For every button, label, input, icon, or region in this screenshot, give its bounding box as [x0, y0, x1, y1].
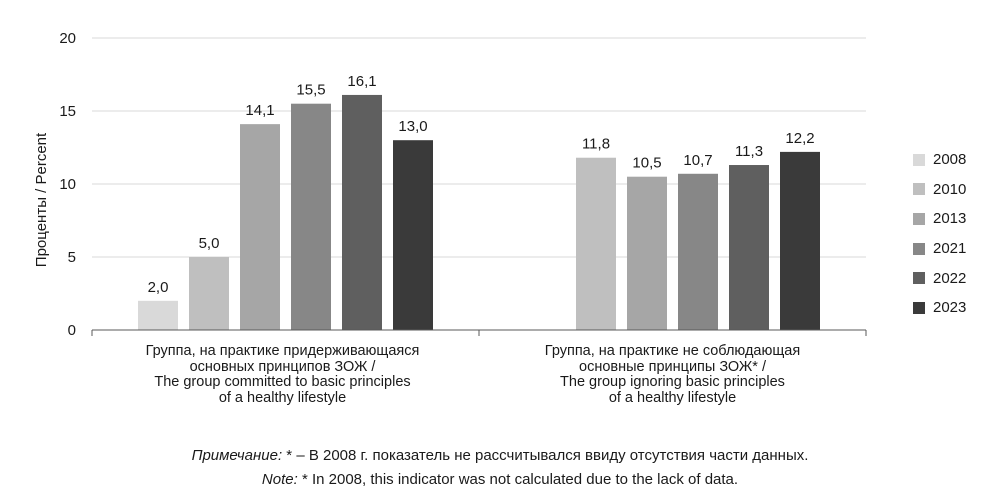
- data-label: 2,0: [148, 279, 169, 296]
- legend-label: 2013: [933, 210, 967, 228]
- y-tick-label: 5: [68, 249, 76, 266]
- data-label: 11,3: [735, 143, 763, 160]
- bar-2022-cat1: [729, 165, 769, 330]
- y-tick-label: 0: [68, 322, 76, 339]
- category-label-line: The group committed to basic principles: [154, 374, 411, 390]
- y-tick-label: 15: [59, 103, 76, 120]
- y-axis-label: Проценты / Percent: [33, 132, 50, 267]
- legend-swatch: [913, 183, 925, 196]
- data-label: 10,5: [632, 155, 661, 172]
- data-label: 15,5: [296, 82, 325, 99]
- legend-label: 2021: [933, 240, 967, 258]
- bars: 2,0 5,0 14,1 15,5 16,1 13,0 11,8 10,5 10,7 11,3 12…: [138, 73, 820, 330]
- legend-item-2010: 2010: [913, 175, 966, 205]
- legend-item-2021: 2021: [913, 234, 966, 264]
- data-label: 16,1: [347, 73, 376, 90]
- legend-label: 2023: [933, 299, 967, 317]
- data-label: 5,0: [199, 235, 220, 252]
- category-label-line: The group ignoring basic principles: [560, 374, 785, 390]
- bar-2023-cat0: [393, 140, 433, 330]
- bar-2013-cat1: [627, 176, 667, 330]
- data-label: 11,8: [582, 136, 610, 153]
- legend-swatch: [913, 153, 925, 166]
- legend-label: 2022: [933, 269, 967, 287]
- category-label-line: Группа, на практике придерживающаяся: [145, 343, 420, 359]
- category-label-ignoring: Группа, на практике не соблюдающая основ…: [485, 343, 860, 406]
- legend-label: 2010: [933, 180, 967, 198]
- y-tick-label: 20: [59, 30, 76, 47]
- bar-2021-cat0: [291, 103, 331, 330]
- category-label-line: of a healthy lifestyle: [218, 389, 347, 406]
- category-label-line: of a healthy lifestyle: [608, 389, 737, 406]
- bar-2010-cat1: [576, 157, 616, 330]
- bar-2022-cat0: [342, 94, 382, 330]
- legend-swatch: [913, 301, 925, 314]
- axes: 0 5 10 15 20: [59, 30, 867, 339]
- legend-item-2013: 2013: [913, 204, 966, 234]
- data-label: 14,1: [245, 102, 274, 119]
- legend-swatch: [913, 242, 925, 255]
- legend-item-2023: 2023: [913, 293, 966, 323]
- note-en-text: * In 2008, this indicator was not calcul…: [297, 471, 739, 488]
- data-label: 10,7: [683, 152, 712, 169]
- legend-swatch: [913, 212, 925, 225]
- legend-item-2022: 2022: [913, 263, 966, 293]
- note-ru: Примечание: * – В 2008 г. показатель не …: [0, 447, 1000, 464]
- bar-2013-cat0: [240, 124, 280, 330]
- legend-swatch: [913, 272, 925, 285]
- bar-2010-cat0: [189, 257, 229, 330]
- data-label: 13,0: [398, 118, 427, 135]
- note-en: Note: * In 2008, this indicator was not …: [0, 471, 1000, 488]
- category-label-line: Группа, на практике не соблюдающая: [544, 343, 801, 359]
- note-ru-text: * – В 2008 г. показатель не рассчитывалс…: [282, 447, 809, 464]
- note-en-prefix: Note:: [261, 471, 298, 488]
- note-ru-prefix: Примечание:: [191, 447, 283, 464]
- bar-2021-cat1: [678, 173, 718, 330]
- category-label-committed: Группа, на практике придерживающаяся осн…: [95, 343, 470, 406]
- legend: 2008 2010 2013 2021 2022 2023: [913, 145, 966, 323]
- category-label-line: основных принципов ЗОЖ /: [189, 358, 376, 375]
- legend-item-2008: 2008: [913, 145, 966, 175]
- category-label-line: основные принципы ЗОЖ* /: [579, 358, 766, 375]
- data-label: 12,2: [785, 130, 814, 147]
- legend-label: 2008: [933, 151, 967, 169]
- bar-2008-cat0: [138, 300, 178, 330]
- y-tick-label: 10: [59, 176, 76, 193]
- bar-2023-cat1: [780, 151, 820, 330]
